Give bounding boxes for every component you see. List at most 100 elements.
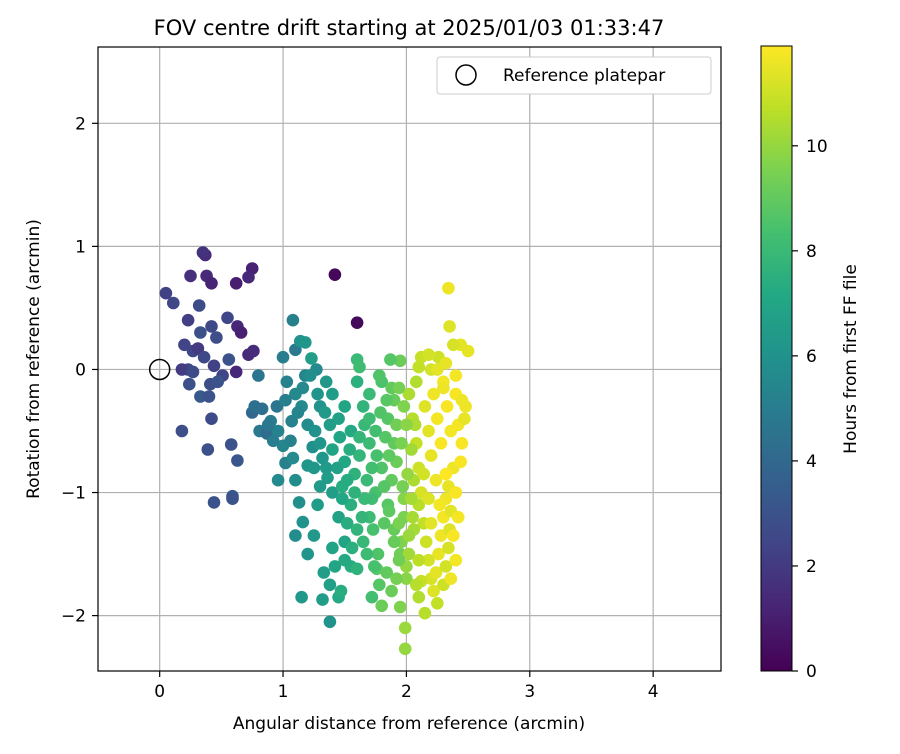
data-point: [271, 424, 285, 438]
data-point: [418, 400, 432, 413]
data-point: [316, 451, 329, 465]
data-point: [401, 467, 414, 481]
data-point: [380, 566, 394, 579]
x-tick-label: 2: [401, 682, 412, 702]
data-point: [271, 473, 285, 487]
legend-box: [436, 56, 712, 95]
data-point: [299, 336, 312, 349]
data-point: [226, 492, 239, 506]
data-point: [231, 454, 244, 467]
data-point: [432, 547, 445, 561]
data-point: [458, 412, 471, 426]
data-point: [229, 277, 243, 290]
data-point: [355, 510, 369, 524]
data-point: [365, 461, 379, 475]
data-point: [377, 517, 391, 530]
data-point: [385, 584, 398, 598]
data-point: [326, 387, 339, 401]
data-point: [412, 360, 426, 374]
data-point: [308, 424, 322, 438]
data-point: [328, 560, 342, 573]
data-point: [395, 437, 408, 450]
data-point: [301, 547, 315, 561]
data-point: [205, 412, 218, 426]
data-point: [296, 381, 310, 395]
data-point: [412, 553, 426, 567]
colorbar-label: Hours from first FF file: [841, 264, 861, 454]
data-point: [338, 400, 352, 413]
y-tick-label: −2: [61, 607, 86, 627]
data-point: [311, 387, 324, 401]
data-point: [382, 449, 396, 462]
data-point: [234, 326, 248, 339]
data-point: [276, 350, 290, 364]
data-point: [429, 473, 443, 487]
data-point: [422, 424, 435, 438]
data-point: [398, 621, 412, 635]
data-point: [222, 353, 236, 366]
data-point: [350, 562, 364, 576]
data-point: [159, 286, 173, 300]
data-point: [406, 510, 419, 524]
data-point: [175, 363, 189, 376]
colorbar-ticks: 0 2 4 6 8 10: [792, 137, 828, 682]
data-point: [338, 553, 352, 567]
data-point: [370, 449, 384, 462]
data-point: [393, 354, 407, 368]
data-point: [229, 365, 243, 379]
data-point: [384, 353, 397, 366]
data-point: [422, 492, 435, 506]
data-point: [334, 584, 348, 598]
data-point: [440, 400, 454, 413]
data-point: [373, 369, 386, 382]
data-point: [286, 313, 300, 327]
data-point: [184, 269, 197, 283]
data-point: [417, 467, 431, 481]
data-point: [431, 597, 444, 610]
colorbar-tick-label: 10: [806, 137, 828, 157]
data-point: [343, 443, 357, 456]
data-point: [307, 461, 321, 475]
data-point: [242, 270, 255, 284]
data-point: [307, 529, 321, 542]
data-point: [207, 359, 221, 373]
data-point: [398, 642, 412, 656]
data-point: [447, 338, 460, 352]
data-point: [443, 320, 456, 333]
data-point: [380, 393, 394, 407]
data-point: [326, 541, 339, 555]
data-point: [363, 412, 376, 426]
reference-platepar-marker: [148, 358, 171, 381]
data-point: [175, 424, 189, 438]
data-point: [390, 418, 403, 432]
colorbar-tick-label: 4: [806, 452, 817, 472]
y-tick-labels: −2 −1 0 1 2: [61, 114, 86, 626]
data-point: [424, 449, 438, 462]
data-point: [321, 471, 334, 485]
data-point: [311, 498, 324, 512]
data-point: [375, 461, 389, 475]
data-point: [224, 438, 238, 451]
data-point: [422, 348, 435, 362]
y-tick-label: 2: [75, 114, 86, 134]
data-point: [366, 523, 380, 536]
data-point: [374, 406, 387, 419]
data-point: [451, 510, 465, 524]
data-point: [455, 393, 469, 407]
data-point: [402, 387, 416, 401]
data-point: [360, 473, 374, 487]
colorbar-tick-label: 0: [806, 662, 817, 682]
data-point: [392, 381, 406, 395]
data-point: [402, 529, 416, 542]
data-point: [405, 443, 418, 456]
data-point: [382, 504, 396, 518]
data-point: [356, 400, 370, 413]
data-point: [371, 547, 385, 561]
x-tick-labels: 0 1 2 3 4: [154, 682, 658, 702]
data-point: [400, 418, 413, 432]
chart-title: FOV centre drift starting at 2025/01/03 …: [154, 16, 665, 40]
data-point: [350, 375, 364, 389]
y-axis-label: Rotation from reference (arcmin): [24, 219, 44, 499]
data-point: [393, 600, 407, 614]
data-point: [369, 424, 382, 438]
